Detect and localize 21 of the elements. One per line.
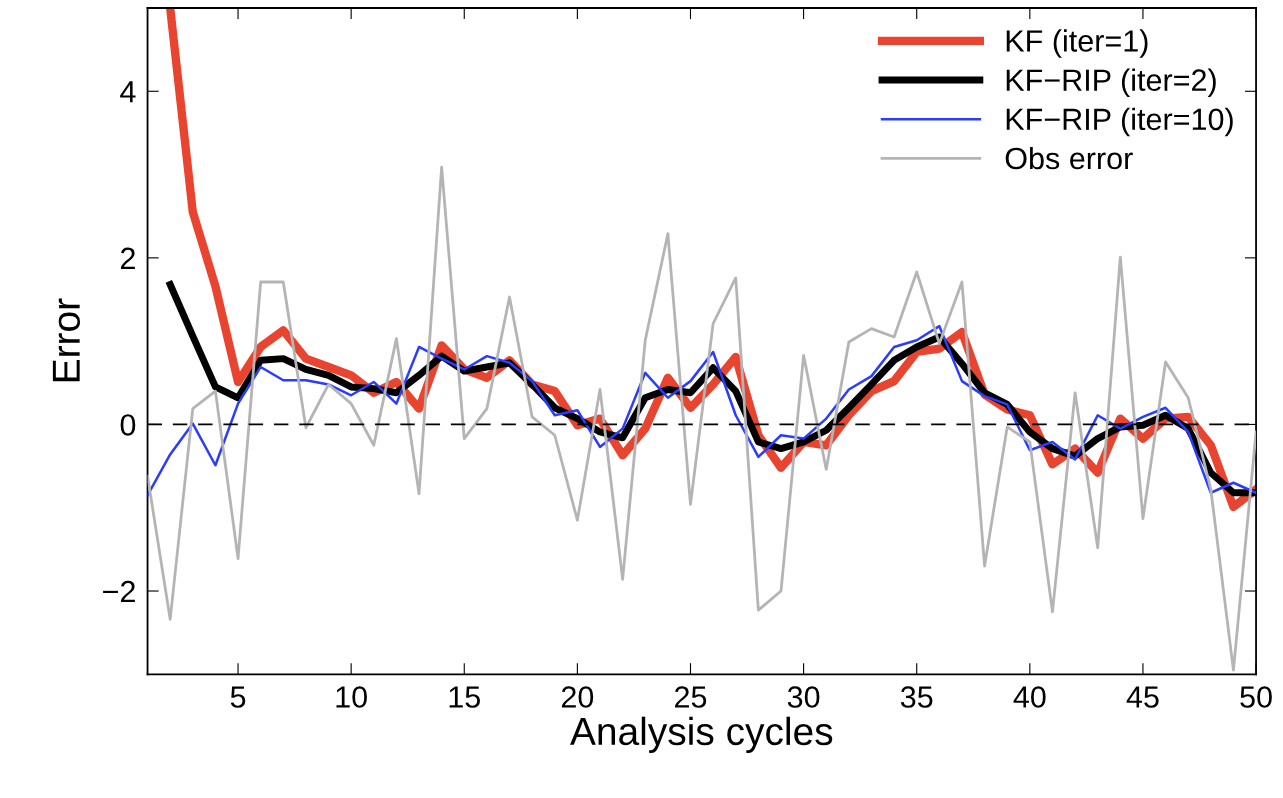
line-series [147,324,1257,497]
legend-label: KF−RIP (iter=10) [1006,107,1233,137]
x-tick-label: 50 [1240,686,1272,708]
x-tick-label: 5 [230,686,246,708]
x-tick-label: 20 [561,686,594,708]
y-tick-label: −2 [103,580,135,603]
x-tick-label: 25 [675,686,707,708]
legend-label: KF−RIP (iter=2) [1006,68,1216,98]
x-tick-label: 35 [900,686,933,708]
legend-label: KF (iter=1) [1006,29,1148,58]
x-tick-label: 10 [336,686,367,708]
legend-label: Obs error [1005,146,1133,170]
x-tick-label: 40 [1013,686,1046,708]
x-axis-title: Analysis cycles [570,716,833,753]
x-tick-label: 15 [449,686,480,708]
y-axis-title: Error [52,298,81,382]
x-tick-label: 30 [787,686,820,708]
y-tick-label: 0 [120,414,136,436]
y-tick-label: 4 [120,81,136,103]
y-tick-label: 2 [120,247,135,269]
x-tick-label: 45 [1126,686,1159,708]
